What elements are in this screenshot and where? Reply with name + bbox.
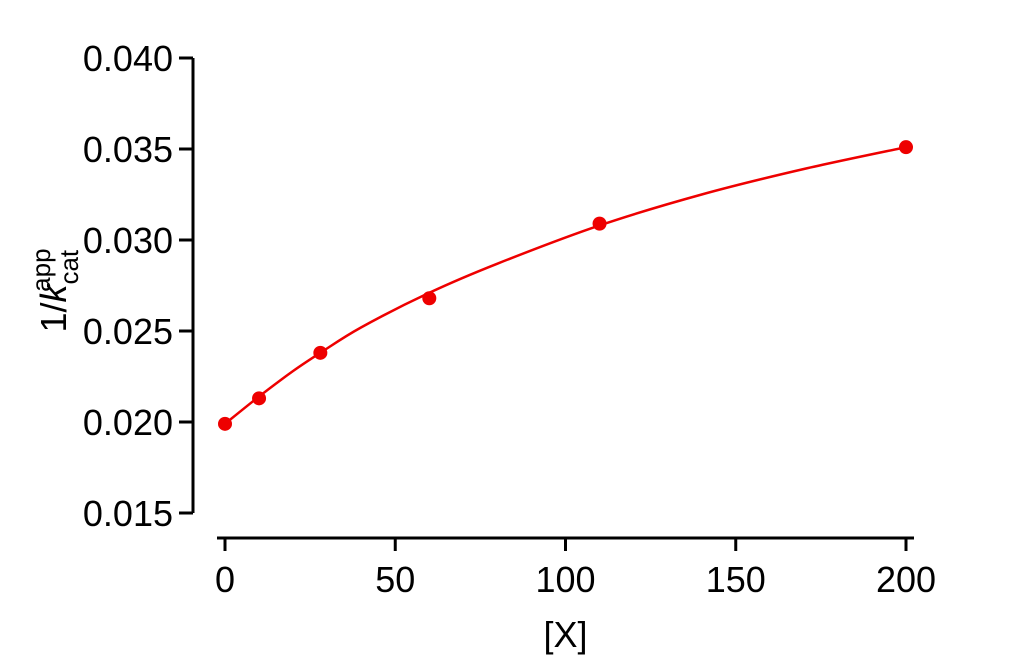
data-point — [313, 345, 328, 360]
y-tick-label: 0.025 — [83, 311, 173, 352]
data-point — [252, 391, 267, 406]
fit-curve — [224, 145, 907, 425]
x-tick-label: 150 — [706, 559, 766, 600]
x-axis-label: [X] — [543, 614, 587, 655]
y-tick-label: 0.030 — [83, 220, 173, 261]
y-tick-label: 0.040 — [83, 38, 173, 79]
y-axis-label: 1/kcatapp — [26, 248, 84, 332]
data-point — [592, 216, 607, 231]
y-axis-label-subscript: cat — [54, 249, 84, 284]
data-point — [218, 416, 232, 431]
x-tick-label: 0 — [215, 559, 235, 600]
x-tick-label: 200 — [876, 559, 936, 600]
y-axis-label-italic: k — [33, 283, 74, 303]
data-point — [899, 140, 913, 155]
y-tick-label: 0.015 — [83, 493, 173, 534]
x-tick-label: 100 — [535, 559, 595, 600]
data-point — [422, 291, 437, 306]
y-tick-label: 0.035 — [83, 129, 173, 170]
axes: 0.015 0.020 0.025 0.030 0.035 0.040 0 50 100 150 2… — [83, 38, 936, 600]
plot-area — [218, 140, 913, 431]
x-tick-label: 50 — [375, 559, 415, 600]
y-axis-label-superscript: app — [26, 248, 56, 291]
y-axis-label-prefix: 1/ — [33, 303, 74, 333]
y-tick-label: 0.020 — [83, 402, 173, 443]
